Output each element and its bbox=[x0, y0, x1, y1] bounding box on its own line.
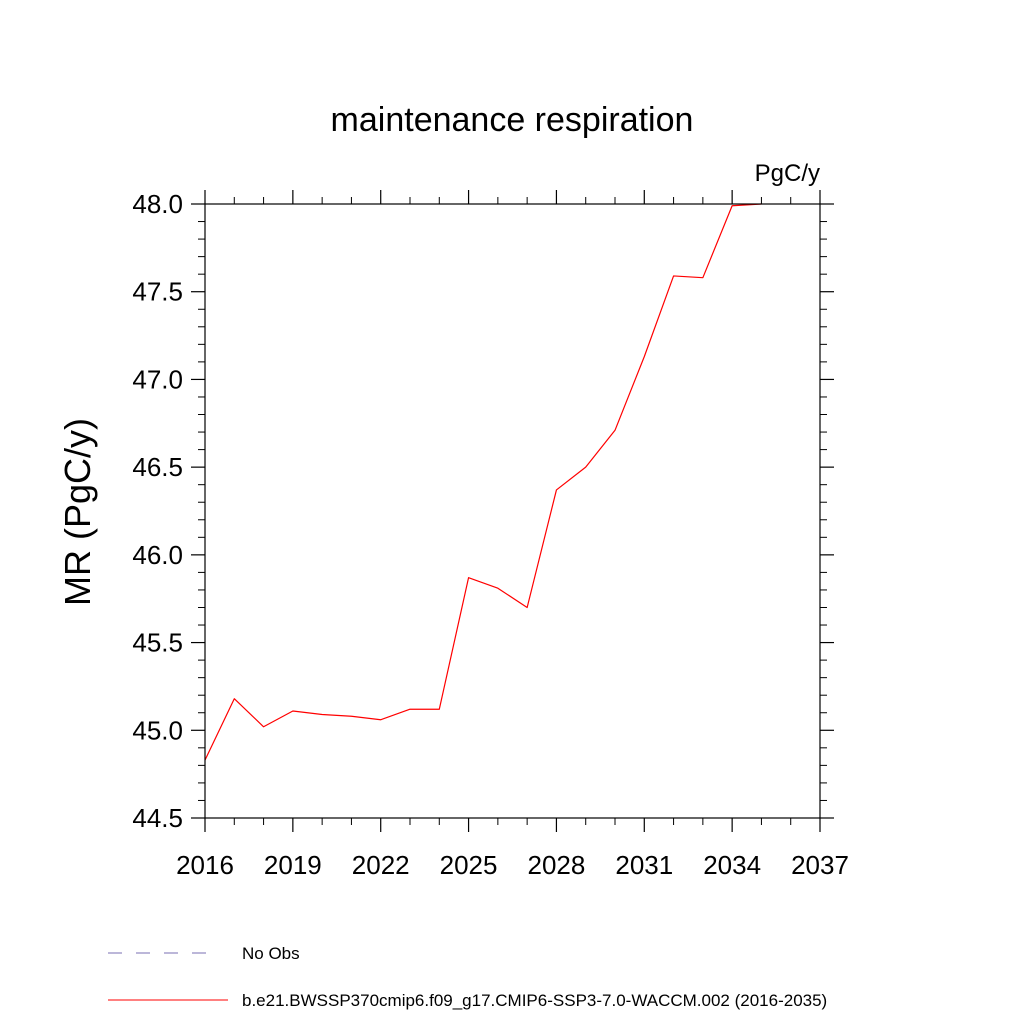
y-tick-label: 44.5 bbox=[132, 803, 183, 833]
x-tick-label: 2016 bbox=[176, 850, 234, 880]
legend-label: b.e21.BWSSP370cmip6.f09_g17.CMIP6-SSP3-7… bbox=[242, 991, 827, 1010]
plot-frame bbox=[204, 203, 821, 819]
y-tick-label: 46.0 bbox=[132, 540, 183, 570]
x-tick-label: 2034 bbox=[703, 850, 761, 880]
y-axis-label: MR (PgC/y) bbox=[57, 418, 98, 606]
legend: No Obs b.e21.BWSSP370cmip6.f09_g17.CMIP6-… bbox=[108, 944, 827, 1010]
x-tick-label: 2037 bbox=[791, 850, 849, 880]
x-tick-label: 2019 bbox=[264, 850, 322, 880]
series-line bbox=[204, 203, 762, 761]
x-tick-label: 2028 bbox=[528, 850, 586, 880]
legend-label: No Obs bbox=[242, 944, 300, 963]
y-tick-label: 45.5 bbox=[132, 628, 183, 658]
y-tick-label: 47.5 bbox=[132, 277, 183, 307]
y-tick-label: 47.0 bbox=[132, 364, 183, 394]
y-tick-label: 45.0 bbox=[132, 715, 183, 745]
y-tick-label: 46.5 bbox=[132, 452, 183, 482]
x-tick-label: 2025 bbox=[440, 850, 498, 880]
y-tick-label: 48.0 bbox=[132, 189, 183, 219]
x-tick-label: 2022 bbox=[352, 850, 410, 880]
units-label: PgC/y bbox=[755, 160, 820, 187]
chart-title: maintenance respiration bbox=[331, 101, 694, 139]
x-tick-label: 2031 bbox=[615, 850, 673, 880]
